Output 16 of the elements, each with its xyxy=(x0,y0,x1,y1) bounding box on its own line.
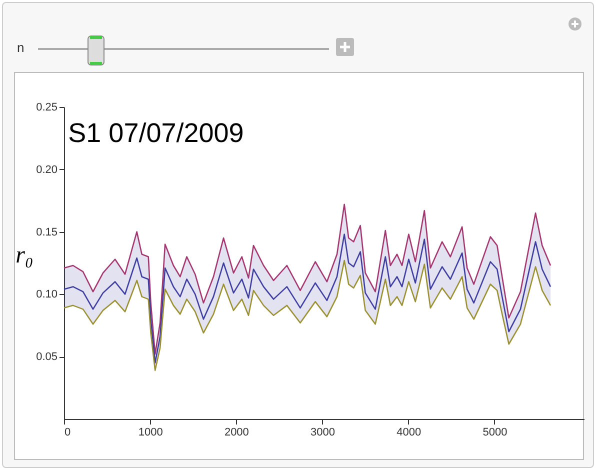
y-tick-label: 0.05 xyxy=(36,351,58,364)
chart-title: S1 07/07/2009 xyxy=(68,118,244,148)
x-tick-label: 3000 xyxy=(310,426,336,438)
x-tick-label: 4000 xyxy=(396,426,422,438)
y-tick-label: 0.10 xyxy=(36,288,58,301)
y-tick-label: 0.20 xyxy=(36,164,58,176)
line-series xyxy=(63,234,552,364)
line-series xyxy=(63,260,552,371)
x-tick-label: 5000 xyxy=(482,426,508,438)
y-tick-label: 0.25 xyxy=(36,102,58,114)
x-tick-label: 2000 xyxy=(224,426,249,438)
x-tick-label: 1000 xyxy=(138,426,163,438)
y-axis-title: r₀ xyxy=(16,242,34,268)
y-tick-label: 0.15 xyxy=(36,226,58,238)
text: n xyxy=(17,40,24,55)
x-tick-label: 0 xyxy=(64,426,71,438)
